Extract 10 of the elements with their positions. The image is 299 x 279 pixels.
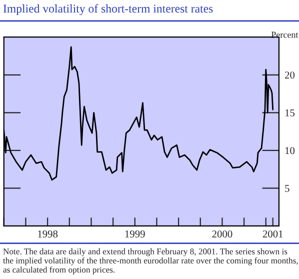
text: Note. The data are daily and extend through February 8, 2001. The series shown is the implied volatility of the three-month eurodollar rate over the coming four months, as calculated from option prices. [3,248,298,274]
y-tick-label: 5 [285,185,290,192]
y-tick-label: 20 [284,72,295,79]
x-tick-label: 1998 [38,230,58,238]
chart-title: Implied volatility of short-term interest rates [3,4,213,16]
y-tick-label: 10 [285,147,295,154]
y-tick-label: 15 [285,109,295,116]
x-tick-label: 2001 [262,230,283,238]
x-tick-label: 1999 [125,230,145,238]
x-tick-label: 2000 [212,230,232,238]
